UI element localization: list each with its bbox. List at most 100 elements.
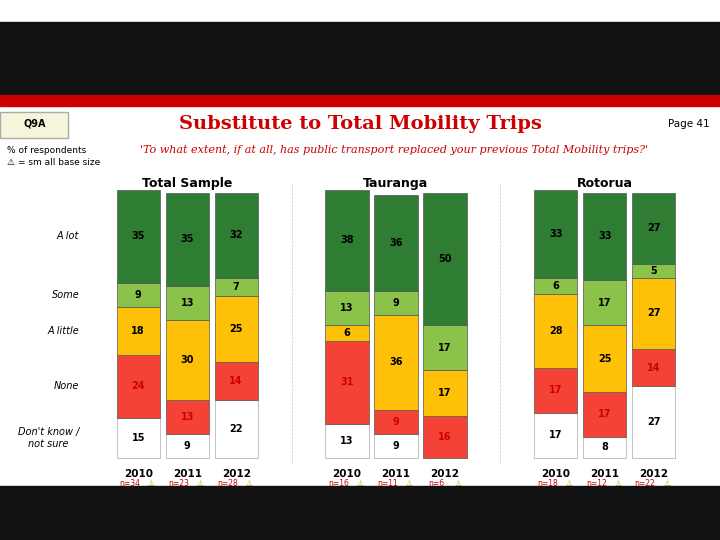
Text: 35: 35 <box>181 234 194 244</box>
Text: Tauranga: Tauranga <box>364 177 428 190</box>
Bar <box>325 291 369 325</box>
Text: ⚠: ⚠ <box>246 478 253 488</box>
Text: 17: 17 <box>598 298 611 308</box>
Text: Q9A: Q9A <box>23 119 46 129</box>
Bar <box>423 193 467 325</box>
Text: 9: 9 <box>184 441 191 451</box>
Text: ⚠: ⚠ <box>454 478 462 488</box>
Text: n=22: n=22 <box>635 478 655 488</box>
Text: 13: 13 <box>181 298 194 308</box>
Bar <box>374 195 418 291</box>
Bar <box>632 193 675 264</box>
Text: ⚠: ⚠ <box>148 478 155 488</box>
Bar <box>166 434 209 458</box>
Text: 7: 7 <box>233 282 240 292</box>
Bar <box>583 437 626 458</box>
Text: n=6: n=6 <box>428 478 444 488</box>
Text: 22: 22 <box>230 424 243 434</box>
Text: ⚠: ⚠ <box>356 478 364 488</box>
Text: n=11: n=11 <box>377 478 397 488</box>
Text: n=23: n=23 <box>168 478 189 488</box>
Bar <box>583 193 626 280</box>
Text: 32: 32 <box>230 230 243 240</box>
Text: 27: 27 <box>647 417 660 427</box>
Text: ⚠: ⚠ <box>405 478 413 488</box>
FancyBboxPatch shape <box>0 112 68 138</box>
Text: 35: 35 <box>132 232 145 241</box>
Text: 9: 9 <box>392 298 400 308</box>
Text: 36: 36 <box>390 238 402 248</box>
Bar <box>423 416 467 458</box>
Text: 38: 38 <box>341 235 354 246</box>
Bar <box>325 341 369 423</box>
Bar <box>166 400 209 434</box>
Text: 6: 6 <box>343 328 351 339</box>
Bar <box>632 278 675 349</box>
Bar <box>374 410 418 434</box>
Text: n=16: n=16 <box>328 478 348 488</box>
Text: ⚠: ⚠ <box>663 478 670 488</box>
Text: 17: 17 <box>438 343 451 353</box>
Text: 2010: 2010 <box>124 469 153 479</box>
Text: 17: 17 <box>598 409 611 419</box>
Text: 13: 13 <box>341 303 354 313</box>
Bar <box>117 307 160 355</box>
Bar <box>325 423 369 458</box>
Text: 14: 14 <box>647 363 660 373</box>
Text: None: None <box>54 381 79 391</box>
Bar <box>166 193 209 286</box>
Bar <box>534 294 577 368</box>
Text: 9: 9 <box>392 441 400 451</box>
Text: 13: 13 <box>181 412 194 422</box>
Bar <box>215 296 258 362</box>
Text: 6: 6 <box>552 281 559 291</box>
Bar <box>117 418 160 458</box>
Text: 15: 15 <box>132 433 145 443</box>
Text: 27: 27 <box>647 224 660 233</box>
Text: ⚠ = sm all base size: ⚠ = sm all base size <box>7 158 101 166</box>
Bar <box>534 278 577 294</box>
Text: Substitute to Total Mobility Trips: Substitute to Total Mobility Trips <box>179 115 541 133</box>
Text: 'To what extent, if at all, has public transport replaced your previous Total Mo: 'To what extent, if at all, has public t… <box>140 145 649 155</box>
Text: 8: 8 <box>601 442 608 453</box>
Text: 30: 30 <box>181 355 194 365</box>
Text: 14: 14 <box>230 376 243 386</box>
Text: 18: 18 <box>132 326 145 336</box>
Text: 16: 16 <box>438 432 451 442</box>
Bar <box>583 280 626 325</box>
Text: 2011: 2011 <box>590 469 619 479</box>
Text: 33: 33 <box>549 229 562 239</box>
Text: 25: 25 <box>598 354 611 363</box>
Bar <box>534 190 577 278</box>
Text: 28: 28 <box>549 326 562 336</box>
Text: n=12: n=12 <box>586 478 606 488</box>
Text: 2010: 2010 <box>541 469 570 479</box>
Bar <box>325 190 369 291</box>
Text: 2012: 2012 <box>639 469 668 479</box>
Text: Total Mobility trips (32%).: Total Mobility trips (32%). <box>283 516 437 526</box>
Text: 31: 31 <box>341 377 354 387</box>
Text: Rotorua: Rotorua <box>577 177 633 190</box>
Text: 2010: 2010 <box>333 469 361 479</box>
Text: Don't know /
not sure: Don't know / not sure <box>18 427 79 449</box>
Text: 2011: 2011 <box>382 469 410 479</box>
Bar <box>215 362 258 400</box>
Text: 36: 36 <box>390 357 402 368</box>
Bar <box>632 264 675 278</box>
Text: 13: 13 <box>341 436 354 446</box>
Text: KEY: KEY <box>582 49 619 67</box>
Bar <box>215 278 258 296</box>
Text: 9: 9 <box>392 417 400 427</box>
Bar <box>632 349 675 387</box>
Bar <box>423 370 467 416</box>
Bar <box>583 392 626 437</box>
Text: 17: 17 <box>549 430 562 441</box>
Bar <box>166 320 209 400</box>
Text: Bay of Plenty: Bay of Plenty <box>64 49 138 59</box>
Text: 2012: 2012 <box>431 469 459 479</box>
Text: 5: 5 <box>650 266 657 276</box>
Bar <box>374 291 418 315</box>
Bar <box>374 434 418 458</box>
Text: 50: 50 <box>438 254 451 264</box>
Text: REGIONAL COUNCIL: REGIONAL COUNCIL <box>66 73 135 79</box>
